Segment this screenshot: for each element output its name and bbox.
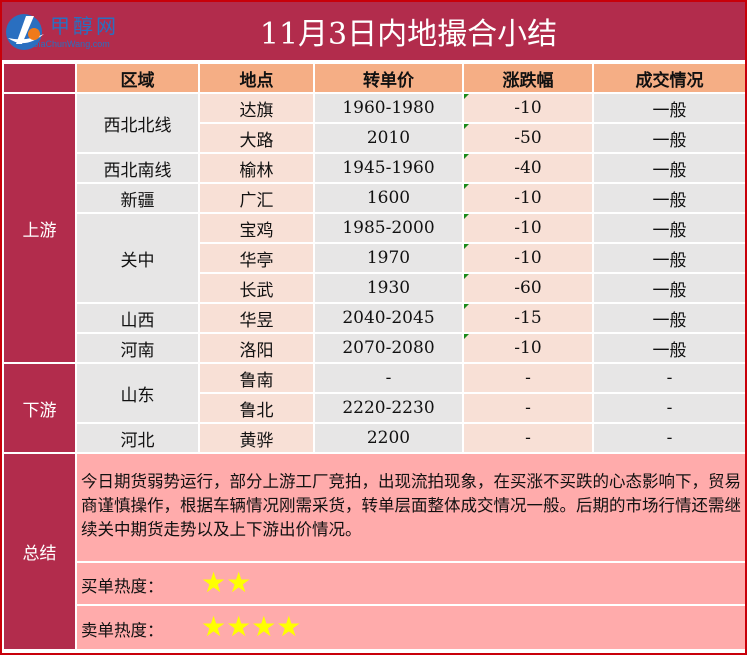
place-cell: 鲁南 bbox=[200, 364, 313, 392]
place-cell: 华昱 bbox=[200, 304, 313, 332]
status-cell: 一般 bbox=[594, 124, 745, 152]
col-header: 转单价 bbox=[315, 64, 462, 92]
region-cell: 西北北线 bbox=[77, 94, 198, 152]
change-cell: -10 bbox=[464, 214, 592, 242]
header-row: 区域 地点 转单价 涨跌幅 成交情况 bbox=[4, 64, 745, 92]
logo-brand: 甲醇网 bbox=[50, 14, 119, 38]
col-header: 成交情况 bbox=[594, 64, 745, 92]
logo: 甲醇网 JiaChunWang.com bbox=[4, 10, 134, 54]
price-cell: 1930 bbox=[315, 274, 462, 302]
logo-globe-icon bbox=[6, 14, 44, 50]
change-cell: -50 bbox=[464, 124, 592, 152]
sell-heat-row: 卖单热度： ★★★★ bbox=[4, 606, 745, 649]
price-cell: 2220-2230 bbox=[315, 394, 462, 422]
status-cell: - bbox=[594, 394, 745, 422]
table-row: 河南 洛阳 2070-2080 -10 一般 bbox=[4, 334, 745, 362]
region-cell: 西北南线 bbox=[77, 154, 198, 182]
status-cell: 一般 bbox=[594, 94, 745, 122]
price-cell: 1970 bbox=[315, 244, 462, 272]
change-cell: - bbox=[464, 364, 592, 392]
place-cell: 大路 bbox=[200, 124, 313, 152]
logo-url: JiaChunWang.com bbox=[34, 39, 110, 49]
section-summary: 总结 bbox=[4, 454, 75, 649]
page-title: 11月3日内地撮合小结 bbox=[259, 17, 558, 52]
status-cell: 一般 bbox=[594, 274, 745, 302]
place-cell: 榆林 bbox=[200, 154, 313, 182]
region-cell: 河北 bbox=[77, 424, 198, 452]
place-cell: 华亭 bbox=[200, 244, 313, 272]
region-cell: 山东 bbox=[77, 364, 198, 422]
buy-heat-row: 买单热度： ★★ bbox=[4, 563, 745, 604]
region-cell: 新疆 bbox=[77, 184, 198, 212]
table-row: 河北 黄骅 2200- - bbox=[4, 424, 745, 452]
sell-heat-label: 卖单热度： bbox=[81, 620, 164, 640]
status-cell: 一般 bbox=[594, 154, 745, 182]
change-cell: - bbox=[464, 394, 592, 422]
section-downstream: 下游 bbox=[4, 364, 75, 452]
table-row: 西北南线 榆林 1945-1960 -40 一般 bbox=[4, 154, 745, 182]
place-cell: 黄骅 bbox=[200, 424, 313, 452]
change-cell: -10 bbox=[464, 244, 592, 272]
section-upstream: 上游 bbox=[4, 94, 75, 362]
price-cell: 1945-1960 bbox=[315, 154, 462, 182]
table-row: 鲁北 2220-2230- - bbox=[4, 394, 745, 422]
table-row: 华亭 1970 -10 一般 bbox=[4, 244, 745, 272]
table-row: 大路 2010 -50 一般 bbox=[4, 124, 745, 152]
buy-heat-label: 买单热度： bbox=[81, 576, 164, 596]
price-cell: 1600 bbox=[315, 184, 462, 212]
change-cell: -10 bbox=[464, 94, 592, 122]
region-cell: 河南 bbox=[77, 334, 198, 362]
col-header: 地点 bbox=[200, 64, 313, 92]
region-cell: 山西 bbox=[77, 304, 198, 332]
change-cell: -10 bbox=[464, 334, 592, 362]
place-cell: 长武 bbox=[200, 274, 313, 302]
summary-table: 区域 地点 转单价 涨跌幅 成交情况 上游 西北北线 达旗 1960-1980 -10 一… bbox=[2, 62, 747, 651]
buy-heat-stars: ★★ bbox=[201, 565, 252, 599]
status-cell: - bbox=[594, 424, 745, 452]
sell-heat-stars: ★★★★ bbox=[201, 609, 302, 643]
table-row: 下游 山东 鲁南 - - - bbox=[4, 364, 745, 452]
price-cell: 2040-2045 bbox=[315, 304, 462, 332]
price-cell: 1985-2000 bbox=[315, 214, 462, 242]
price-cell: 2070-2080 bbox=[315, 334, 462, 362]
price-cell: 2010 bbox=[315, 124, 462, 152]
table-row: 山西 华昱 2040-2045 -15 一般 bbox=[4, 304, 745, 332]
table-row: 新疆 广汇 1600 -10 一般 bbox=[4, 184, 745, 212]
status-cell: 一般 bbox=[594, 244, 745, 272]
summary-text: 今日期货弱势运行，部分上游工厂竞拍，出现流拍现象，在买涨不买跌的心态影响下，贸易… bbox=[77, 454, 745, 561]
status-cell: 一般 bbox=[594, 334, 745, 362]
status-cell: - bbox=[594, 364, 745, 392]
change-cell: -10 bbox=[464, 184, 592, 212]
col-header: 区域 bbox=[77, 64, 198, 92]
change-cell: -15 bbox=[464, 304, 592, 332]
table-row: 上游 西北北线 达旗 1960-1980 -10 一般 bbox=[4, 94, 745, 362]
table-row: 关中 宝鸡 1985-2000 -10 一般 bbox=[4, 214, 745, 302]
place-cell: 鲁北 bbox=[200, 394, 313, 422]
status-cell: 一般 bbox=[594, 184, 745, 212]
price-cell: 2200 bbox=[315, 424, 462, 452]
col-header: 涨跌幅 bbox=[464, 64, 592, 92]
region-cell: 关中 bbox=[77, 214, 198, 302]
price-cell: 1960-1980 bbox=[315, 94, 462, 122]
price-cell: - bbox=[315, 364, 462, 392]
table-row: 长武 1930 -60 一般 bbox=[4, 274, 745, 302]
place-cell: 广汇 bbox=[200, 184, 313, 212]
place-cell: 宝鸡 bbox=[200, 214, 313, 242]
change-cell: - bbox=[464, 424, 592, 452]
title-bar: 甲醇网 JiaChunWang.com 11月3日内地撮合小结 bbox=[2, 2, 745, 60]
summary-row: 总结 今日期货弱势运行，部分上游工厂竞拍，出现流拍现象，在买涨不买跌的心态影响下… bbox=[4, 454, 745, 649]
place-cell: 洛阳 bbox=[200, 334, 313, 362]
change-cell: -60 bbox=[464, 274, 592, 302]
status-cell: 一般 bbox=[594, 214, 745, 242]
place-cell: 达旗 bbox=[200, 94, 313, 122]
status-cell: 一般 bbox=[594, 304, 745, 332]
change-cell: -40 bbox=[464, 154, 592, 182]
